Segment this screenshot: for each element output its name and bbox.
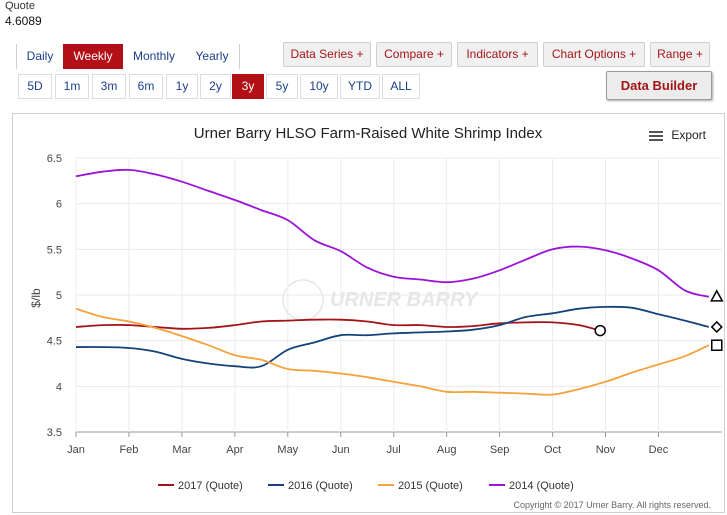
range-5y-button[interactable]: 5y [266, 74, 298, 99]
range-6m-button[interactable]: 6m [129, 74, 163, 99]
indicators-menu-button[interactable]: Indicators + [457, 42, 538, 67]
toolbar-divider [239, 44, 240, 69]
range-1m-button[interactable]: 1m [55, 74, 89, 99]
compare-menu-button[interactable]: Compare + [376, 42, 452, 67]
range-3y-button[interactable]: 3y [232, 74, 264, 99]
menu-icon [649, 129, 664, 143]
tab-monthly[interactable]: Monthly [132, 49, 176, 63]
range-1y-button[interactable]: 1y [166, 74, 198, 99]
chart-panel: Export [12, 113, 725, 513]
toolbar-divider [16, 44, 17, 69]
tab-daily[interactable]: Daily [26, 49, 54, 63]
tab-yearly[interactable]: Yearly [195, 49, 229, 63]
chart-options-menu-button[interactable]: Chart Options + [543, 42, 645, 67]
tab-weekly[interactable]: Weekly [63, 44, 123, 69]
data-series-menu-button[interactable]: Data Series + [283, 42, 371, 67]
data-builder-button[interactable]: Data Builder [606, 71, 712, 100]
range-2y-button[interactable]: 2y [200, 74, 231, 99]
range-menu-button[interactable]: Range + [650, 42, 710, 67]
export-label: Export [671, 128, 706, 142]
range-3m-button[interactable]: 3m [92, 74, 126, 99]
quote-value: 4.6089 [5, 14, 42, 28]
export-button[interactable]: Export [649, 128, 706, 143]
range-ytd-button[interactable]: YTD [340, 74, 380, 99]
range-10y-button[interactable]: 10y [300, 74, 338, 99]
range-all-button[interactable]: ALL [382, 74, 420, 99]
quote-label: Quote [5, 0, 35, 12]
range-5d-button[interactable]: 5D [18, 74, 52, 99]
